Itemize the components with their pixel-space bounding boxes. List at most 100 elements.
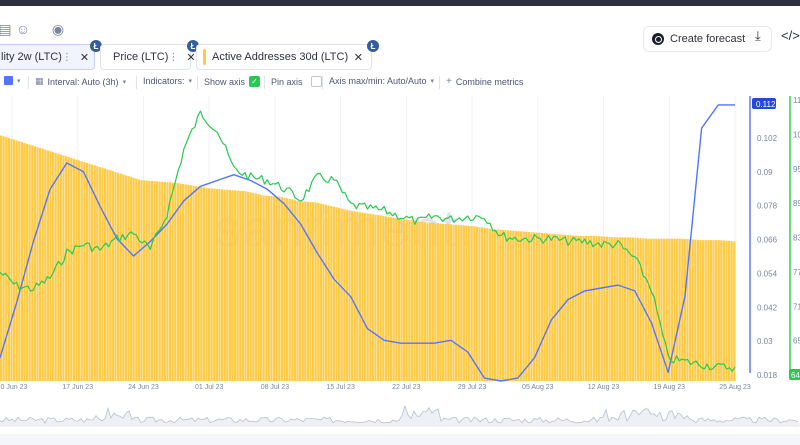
area-bar (556, 234, 559, 381)
tab-metric-price[interactable]: Price (LTC) ⋮ ✕ Ł (100, 40, 199, 70)
area-bar (410, 220, 413, 381)
area-bar (117, 172, 120, 381)
area-bar (91, 164, 94, 381)
area-bar (44, 149, 47, 381)
area-bar (483, 227, 486, 381)
area-bar (478, 227, 481, 381)
area-bar (395, 218, 398, 381)
close-icon[interactable]: ✕ (186, 51, 196, 64)
tab-metric-volatility[interactable]: lity 2w (LTC) ⋮ ✕ Ł (0, 40, 102, 70)
navigator-minimap[interactable] (0, 396, 800, 445)
area-bar (122, 174, 125, 381)
area-bar (124, 175, 127, 381)
area-bar (283, 197, 286, 381)
area-bar (663, 238, 666, 381)
area-bar (317, 203, 320, 381)
area-bar (286, 198, 289, 381)
create-forecast-button[interactable]: Create forecast (643, 26, 772, 52)
area-bar (397, 218, 400, 381)
area-bar (631, 237, 634, 381)
x-tick-label: 15 Jul 23 (326, 384, 355, 391)
area-bar (265, 195, 268, 381)
close-icon[interactable]: ✕ (79, 51, 90, 64)
area-bar (46, 150, 49, 381)
area-bar (93, 165, 96, 381)
axis-maxmin-select[interactable]: Axis max/min: Auto/Auto ▾ (329, 76, 434, 86)
area-bar (200, 186, 203, 381)
area-bar (169, 182, 172, 381)
area-bar (275, 196, 278, 381)
tab-metric-active-addresses[interactable]: Active Addresses 30d (LTC) ✕ Ł (196, 40, 379, 70)
area-bar (184, 184, 187, 381)
interval-select[interactable]: ▦ Interval: Auto (3h) ▾ (35, 76, 126, 87)
area-bar (488, 228, 491, 381)
area-bar (457, 225, 460, 381)
checkbox-checked-icon[interactable]: ✓ (249, 76, 261, 87)
pin-axis-toggle[interactable]: Pin axis (271, 76, 322, 87)
area-bar (96, 166, 99, 381)
area-bar (486, 228, 489, 381)
area-bar (660, 238, 663, 381)
area-bar (0, 135, 3, 381)
area-bar (527, 232, 530, 381)
area-bar (161, 181, 164, 381)
embed-icon[interactable]: </> (781, 28, 800, 43)
area-bar (475, 226, 478, 381)
area-bar (652, 238, 655, 381)
close-icon[interactable]: ✕ (353, 51, 363, 64)
area-bar (88, 163, 91, 381)
emoji-icon[interactable]: ☺ (15, 21, 31, 37)
area-bar (182, 184, 185, 381)
indicators-select[interactable]: Indicators: ▾ (143, 76, 192, 86)
more-icon[interactable]: ⋮ (61, 51, 72, 63)
left-axis-tick: 0.042 (757, 303, 778, 312)
area-bar (59, 154, 62, 381)
more-icon[interactable]: ⋮ (168, 51, 179, 63)
eye-icon[interactable]: ◉ (51, 20, 65, 37)
area-bar (49, 151, 52, 381)
show-axis-toggle[interactable]: Show axis ✓ (204, 76, 261, 87)
area-bar (673, 238, 676, 381)
area-bar (249, 192, 252, 381)
color-picker[interactable]: ▾ (4, 76, 21, 85)
area-bar (637, 237, 640, 381)
area-bar (462, 225, 465, 381)
area-bar (712, 240, 715, 381)
area-bar (699, 240, 702, 381)
area-bar (540, 233, 543, 381)
area-bar (595, 236, 598, 381)
area-bar (613, 237, 616, 381)
area-bar (535, 232, 538, 381)
area-bar (361, 212, 364, 381)
area-bar (166, 182, 169, 381)
area-bar (416, 221, 419, 381)
download-icon[interactable]: ⤓ (755, 28, 761, 43)
area-bar (553, 234, 556, 381)
area-bar (33, 146, 36, 381)
divider (136, 76, 137, 89)
area-bar (163, 182, 166, 381)
area-bar (171, 182, 174, 381)
ltc-badge: Ł (367, 40, 379, 52)
x-tick-label: 17 Jun 23 (62, 384, 93, 391)
area-bar (174, 182, 177, 381)
area-bar (343, 209, 346, 381)
area-bar (600, 236, 603, 381)
area-bar (585, 235, 588, 381)
area-bar (130, 176, 133, 381)
chart-toolbar: ▤ ☺ ◉ Create forecast ⤓ </> (0, 10, 800, 52)
combine-metrics-button[interactable]: + Combine metrics (446, 76, 523, 87)
ltc-badge: Ł (90, 40, 102, 52)
area-bar (598, 236, 601, 381)
area-bar (509, 230, 512, 381)
left-axis-tick: 0.078 (757, 202, 778, 211)
comment-icon[interactable]: ▤ (0, 20, 12, 37)
x-tick-label: 10 Jun 23 (0, 384, 27, 391)
area-bar (312, 202, 315, 381)
area-bar (236, 190, 239, 381)
calendar-icon: ▦ (35, 76, 44, 86)
area-bar (405, 219, 408, 381)
checkbox-unchecked-icon[interactable] (310, 76, 322, 87)
area-bar (468, 225, 471, 381)
